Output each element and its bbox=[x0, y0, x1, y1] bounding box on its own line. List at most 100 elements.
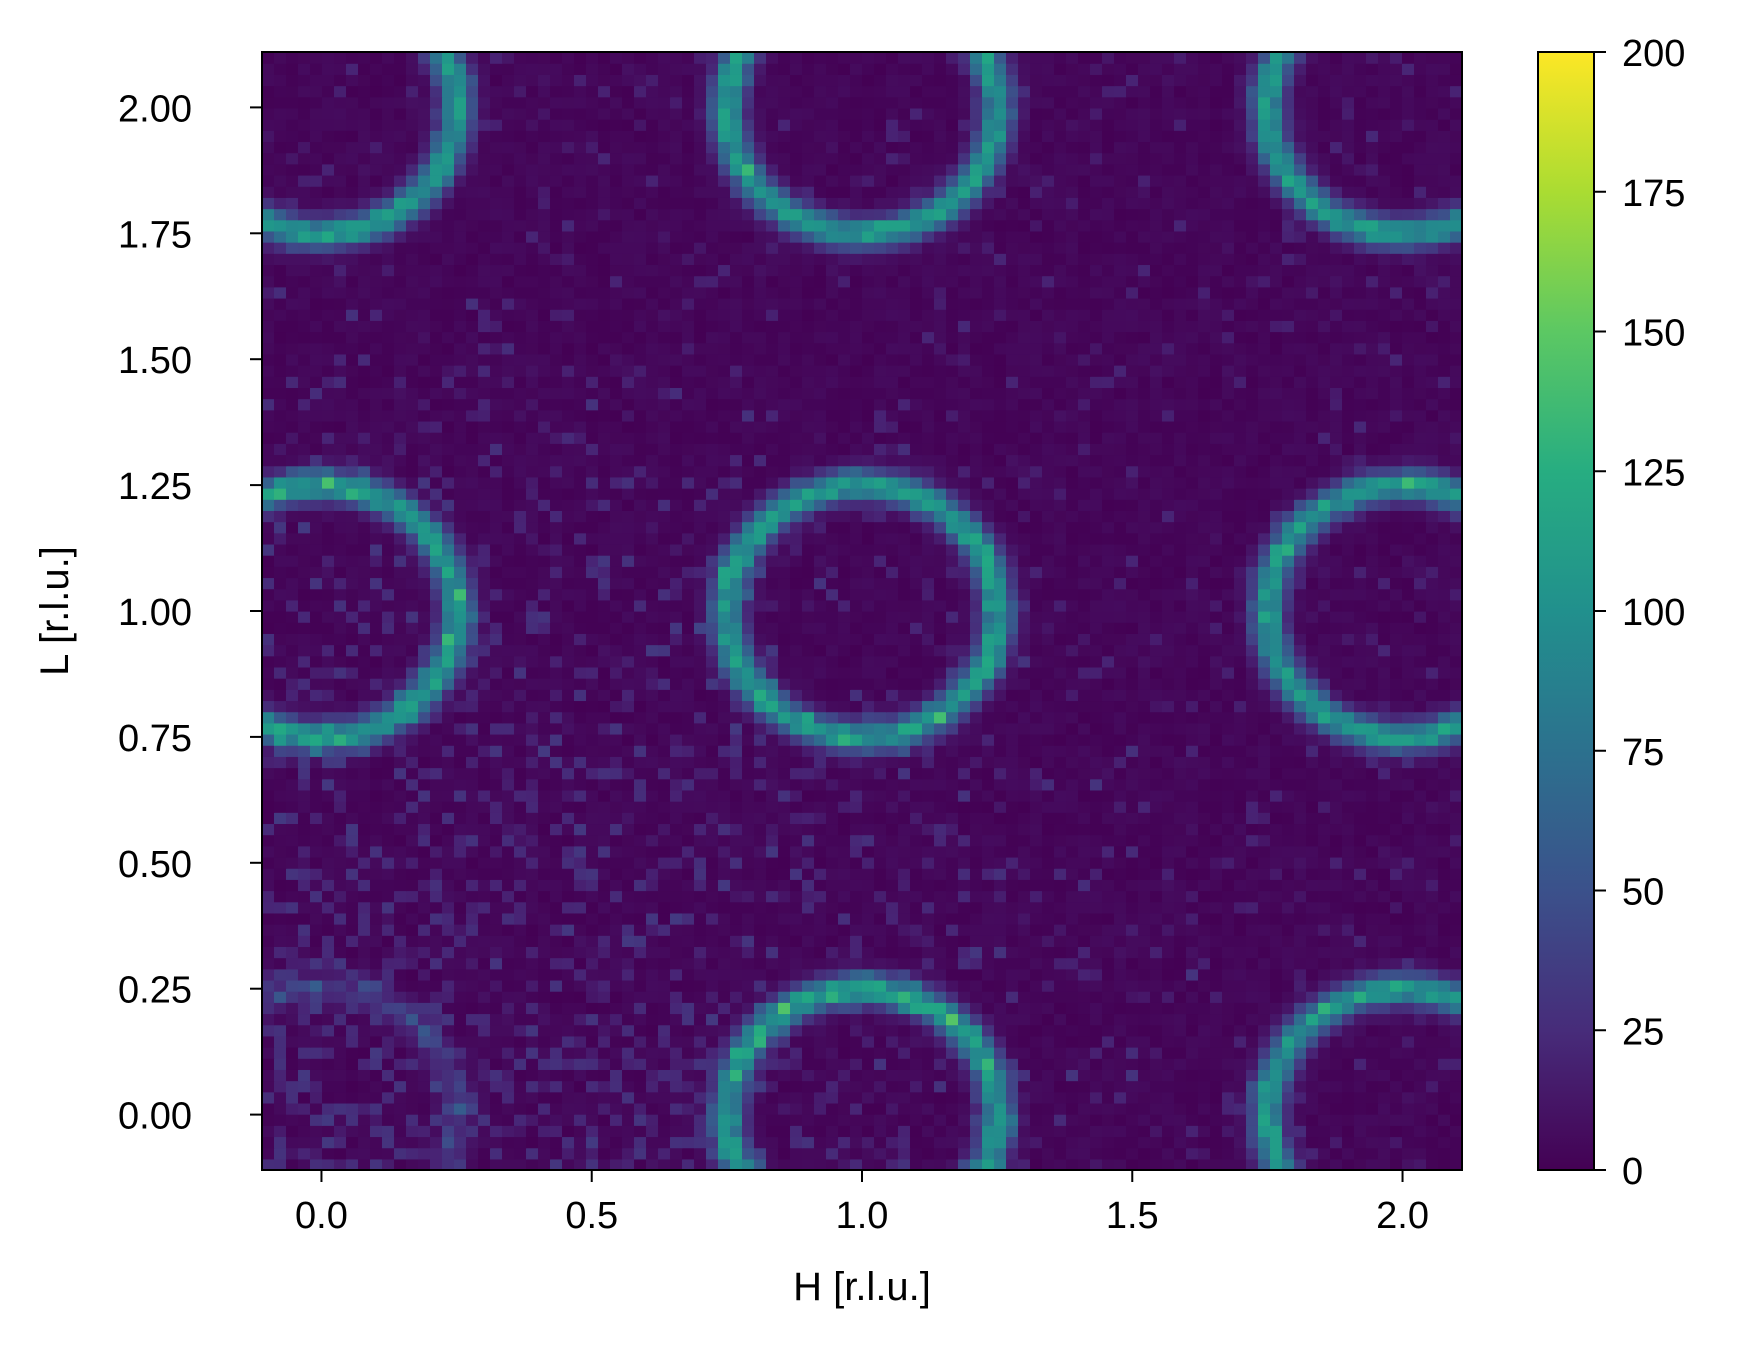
heatmap-cell bbox=[670, 935, 683, 947]
heatmap-cell bbox=[706, 711, 719, 724]
heatmap-cell bbox=[1102, 700, 1115, 713]
heatmap-cell bbox=[1090, 1047, 1103, 1059]
heatmap-cell bbox=[1222, 1024, 1235, 1037]
heatmap-cell bbox=[634, 1047, 647, 1059]
heatmap-cell bbox=[886, 868, 899, 880]
heatmap-cell bbox=[598, 1091, 611, 1104]
heatmap-cell bbox=[574, 1158, 587, 1171]
heatmap-cell bbox=[574, 778, 587, 791]
heatmap-cell bbox=[334, 1136, 347, 1149]
heatmap-cell bbox=[850, 1158, 863, 1171]
heatmap-cell bbox=[430, 812, 443, 825]
heatmap-cell bbox=[730, 611, 743, 623]
heatmap-cell bbox=[742, 611, 755, 623]
heatmap-cell bbox=[310, 957, 323, 970]
heatmap-cell bbox=[1306, 1058, 1319, 1070]
heatmap-cell bbox=[802, 856, 815, 869]
heatmap-cell bbox=[1318, 856, 1331, 869]
heatmap-cell bbox=[766, 1024, 779, 1037]
heatmap-cell bbox=[1138, 890, 1151, 903]
heatmap-cell bbox=[1438, 1002, 1451, 1015]
heatmap-cell bbox=[274, 611, 287, 623]
heatmap-cell bbox=[1306, 622, 1319, 634]
heatmap-cell bbox=[730, 801, 743, 813]
heatmap-cell bbox=[550, 1069, 563, 1082]
heatmap-cell bbox=[1090, 1002, 1103, 1015]
heatmap-cell bbox=[718, 1002, 731, 1015]
heatmap-cell bbox=[430, 622, 443, 634]
heatmap-cell bbox=[838, 1069, 851, 1082]
heatmap-cell bbox=[1006, 633, 1019, 646]
heatmap-cell bbox=[1174, 1047, 1187, 1059]
heatmap-cell bbox=[1078, 1058, 1091, 1070]
heatmap-cell bbox=[1174, 1058, 1187, 1070]
heatmap-cell bbox=[1390, 1035, 1403, 1048]
heatmap-cell bbox=[346, 845, 359, 858]
heatmap-cell bbox=[1198, 1047, 1211, 1059]
heatmap-cell bbox=[490, 801, 503, 813]
heatmap-cell bbox=[1198, 666, 1211, 679]
heatmap-cell bbox=[478, 1136, 491, 1149]
heatmap-cell bbox=[442, 778, 455, 791]
heatmap-cell bbox=[994, 1102, 1007, 1115]
heatmap-cell bbox=[1258, 789, 1271, 802]
heatmap-cell bbox=[1366, 756, 1379, 769]
heatmap-cell bbox=[790, 845, 803, 858]
heatmap-cell bbox=[706, 611, 719, 623]
heatmap-cell bbox=[1402, 823, 1415, 836]
heatmap-cell bbox=[694, 1002, 707, 1015]
heatmap-cell bbox=[610, 1035, 623, 1048]
heatmap-cell bbox=[802, 823, 815, 836]
heatmap-cells bbox=[262, 52, 1463, 1171]
heatmap-cell bbox=[1270, 1114, 1283, 1126]
heatmap-cell bbox=[718, 845, 731, 858]
heatmap-cell bbox=[874, 700, 887, 713]
heatmap-cell bbox=[1426, 834, 1439, 847]
heatmap-cell bbox=[1078, 1069, 1091, 1082]
heatmap-cell bbox=[382, 1158, 395, 1171]
heatmap-cell bbox=[922, 1069, 935, 1082]
heatmap-cell bbox=[766, 845, 779, 858]
heatmap-cell bbox=[994, 901, 1007, 914]
heatmap-cell bbox=[838, 678, 851, 690]
heatmap-cell bbox=[1162, 778, 1175, 791]
heatmap-cell bbox=[586, 700, 599, 713]
heatmap-cell bbox=[1426, 711, 1439, 724]
heatmap-cell bbox=[946, 946, 959, 959]
heatmap-cell bbox=[1270, 666, 1283, 679]
heatmap-cell bbox=[346, 1035, 359, 1048]
heatmap-cell bbox=[790, 991, 803, 1003]
heatmap-cell bbox=[1354, 812, 1367, 825]
heatmap-cell bbox=[1414, 879, 1427, 892]
heatmap-cell bbox=[1234, 957, 1247, 970]
heatmap-cell bbox=[430, 834, 443, 847]
heatmap-cell bbox=[346, 1069, 359, 1082]
heatmap-cell bbox=[598, 924, 611, 936]
heatmap-cell bbox=[886, 644, 899, 657]
heatmap-cell bbox=[1222, 868, 1235, 880]
heatmap-cell bbox=[358, 1136, 371, 1149]
heatmap-cell bbox=[790, 946, 803, 959]
heatmap-cell bbox=[730, 644, 743, 657]
heatmap-cell bbox=[1054, 789, 1067, 802]
heatmap-cell bbox=[1438, 1058, 1451, 1070]
heatmap-cell bbox=[358, 1058, 371, 1070]
heatmap-cell bbox=[1450, 1147, 1463, 1160]
heatmap-cell bbox=[1270, 722, 1283, 735]
heatmap-cell bbox=[262, 689, 275, 702]
heatmap-cell bbox=[1330, 1069, 1343, 1082]
heatmap-cell bbox=[802, 722, 815, 735]
heatmap-cell bbox=[1342, 1091, 1355, 1104]
heatmap-cell bbox=[1342, 1024, 1355, 1037]
heatmap-cell bbox=[826, 1047, 839, 1059]
heatmap-cell bbox=[1210, 834, 1223, 847]
heatmap-cell bbox=[1198, 890, 1211, 903]
heatmap-cell bbox=[1438, 991, 1451, 1003]
heatmap-cell bbox=[898, 812, 911, 825]
heatmap-cell bbox=[1306, 655, 1319, 668]
heatmap-cell bbox=[1330, 611, 1343, 623]
heatmap-cell bbox=[1078, 834, 1091, 847]
heatmap-cell bbox=[994, 689, 1007, 702]
heatmap-cell bbox=[1210, 991, 1223, 1003]
heatmap-cell bbox=[826, 711, 839, 724]
